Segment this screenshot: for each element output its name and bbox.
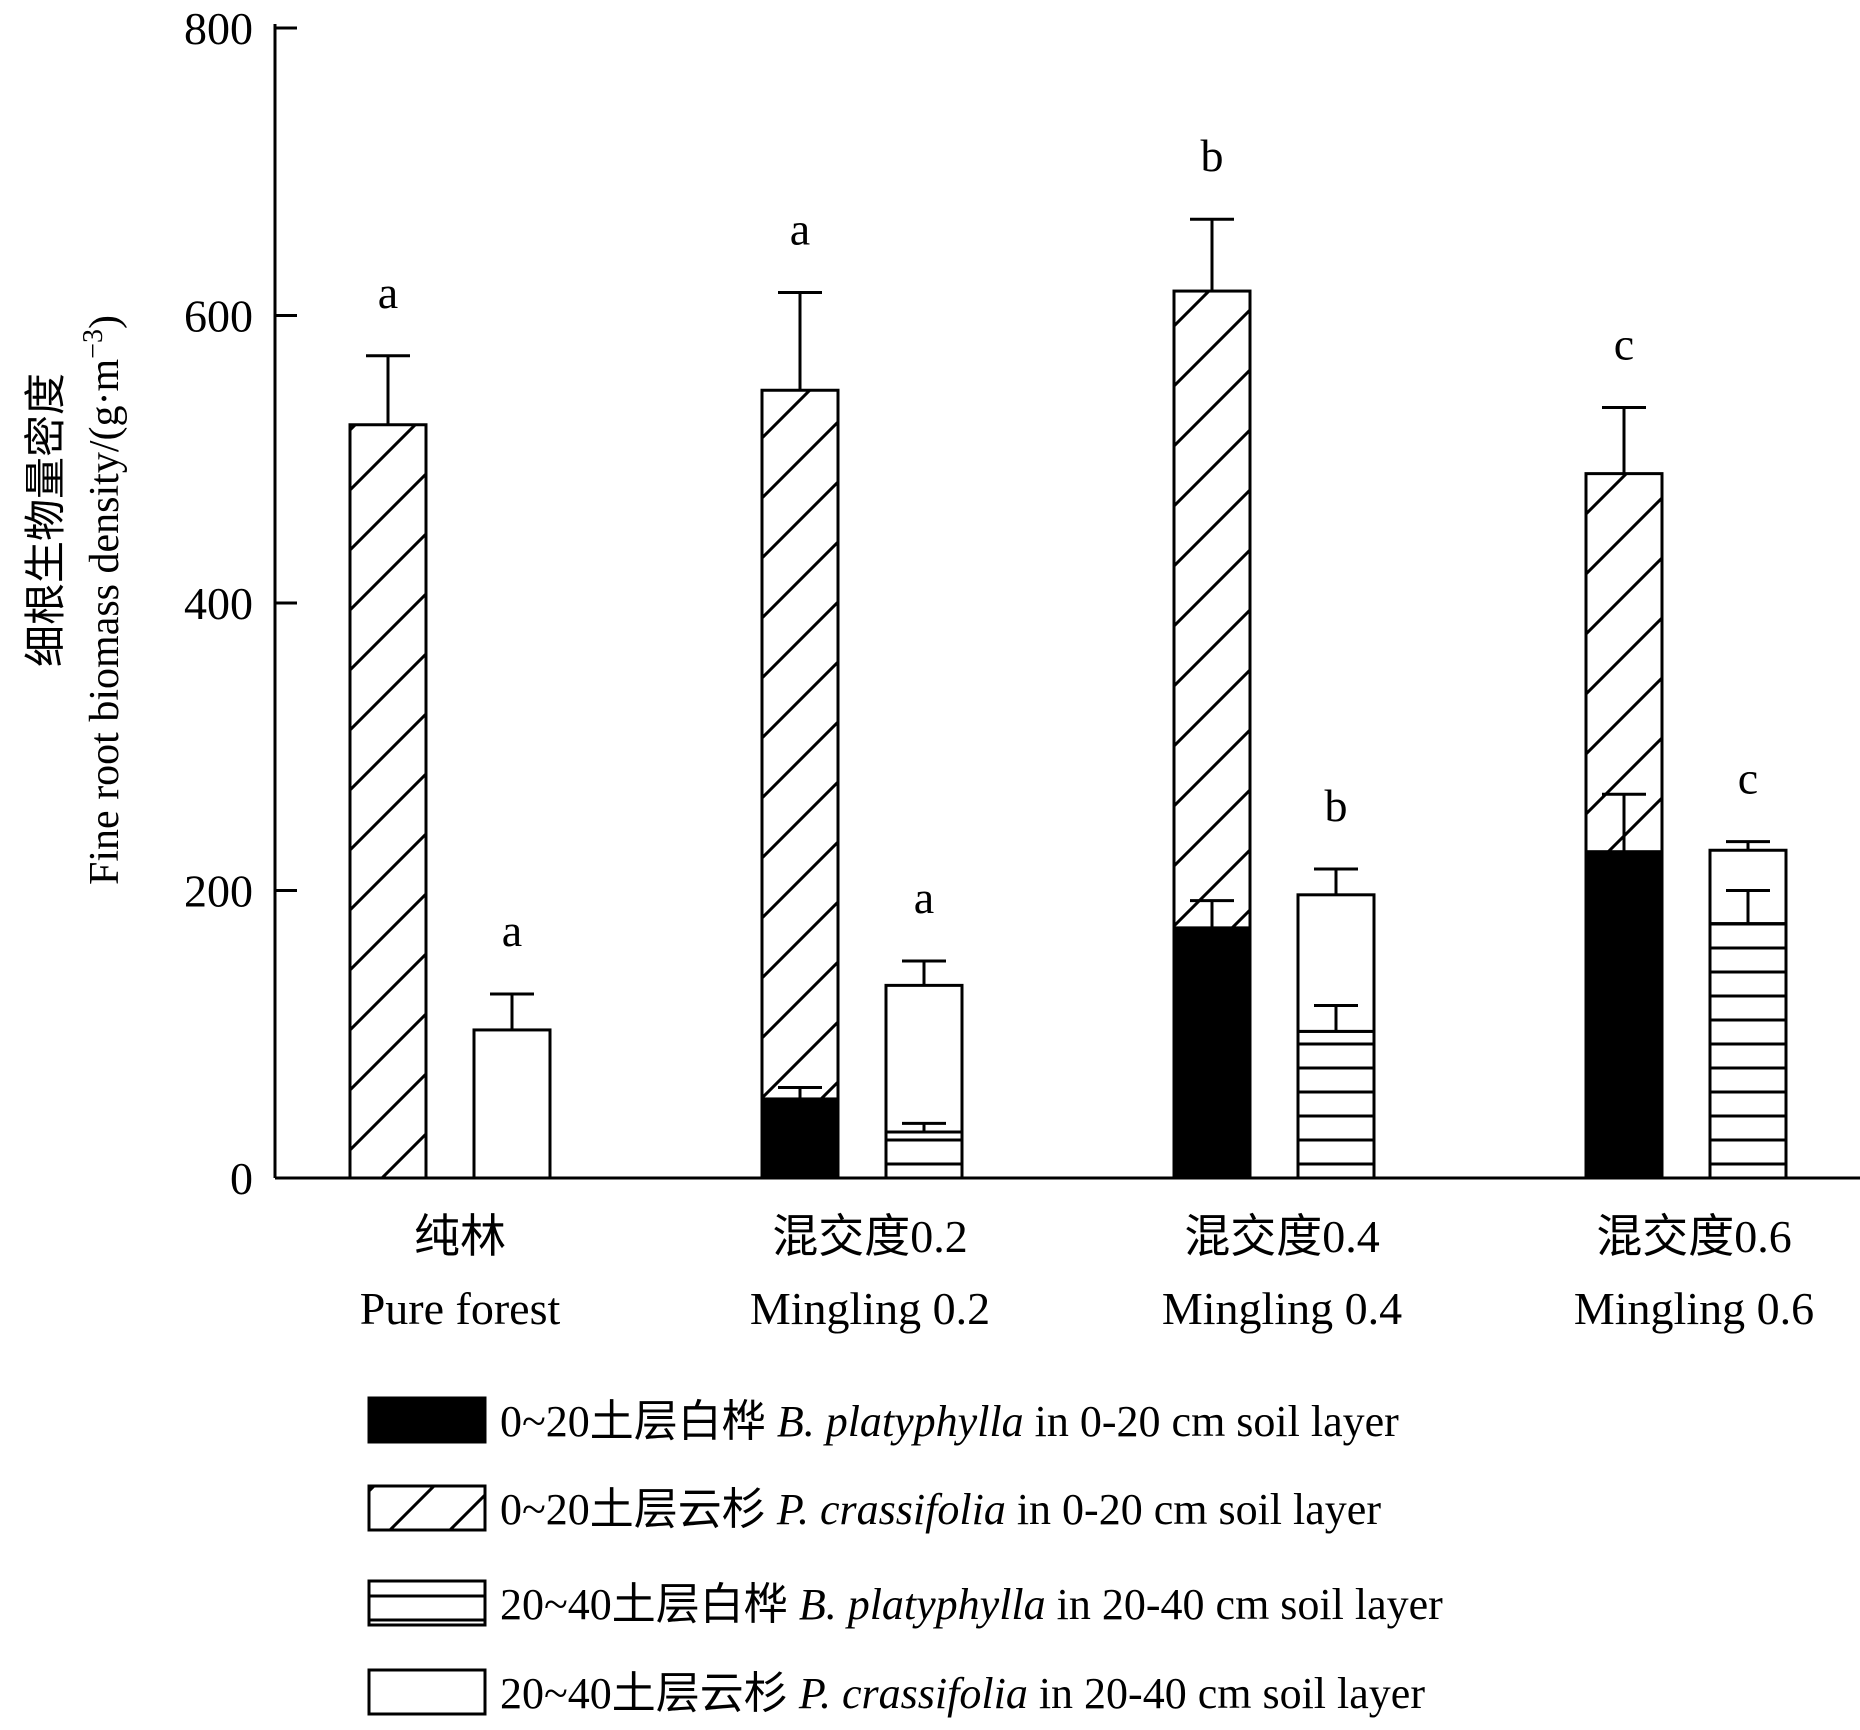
bar-segment	[1172, 926, 1252, 1180]
significance-letter: a	[790, 204, 810, 255]
significance-letter: a	[502, 905, 522, 956]
category-label-zh: 纯林	[414, 1211, 506, 1262]
bars: a a b c a a b c	[348, 130, 1788, 1180]
significance-letter: b	[1201, 130, 1224, 181]
category-label-en: Mingling 0.2	[750, 1283, 990, 1334]
category-labels: 纯林 Pure forest 混交度0.2 Mingling 0.2 混交度0.4 Min…	[360, 1211, 1814, 1334]
category-label-zh: 混交度0.4	[1184, 1211, 1380, 1262]
y-axis-label-zh: 细根生物量密度	[23, 373, 70, 667]
y-axis-label: 细根生物量密度	[23, 373, 70, 667]
legend-swatch	[367, 1579, 487, 1627]
y-tick-label: 0	[230, 1153, 253, 1204]
legend-label: 0~20土层云杉 P. crassifolia in 0-20 cm soil …	[500, 1485, 1381, 1534]
significance-letter: c	[1738, 753, 1758, 804]
bar-segment	[760, 388, 840, 1101]
category-label-zh: 混交度0.6	[1596, 1211, 1792, 1262]
bar-segment	[1172, 289, 1252, 930]
category-label-en: Mingling 0.4	[1162, 1283, 1402, 1334]
y-tick-label: 400	[184, 578, 253, 629]
bar-segment	[1708, 922, 1788, 1180]
significance-letter: a	[914, 872, 934, 923]
y-tick-label: 600	[184, 291, 253, 342]
bar-segment	[1296, 1029, 1376, 1180]
category-label-en: Pure forest	[360, 1283, 561, 1334]
legend-label: 20~40土层白桦 B. platyphylla in 20-40 cm soi…	[500, 1580, 1443, 1629]
y-tick-label: 800	[184, 3, 253, 54]
significance-letter: c	[1614, 319, 1634, 370]
bar-segment	[884, 983, 964, 1134]
y-tick-label: 200	[184, 866, 253, 917]
significance-letter: b	[1325, 780, 1348, 831]
legend-label: 0~20土层白桦 B. platyphylla in 0-20 cm soil …	[500, 1397, 1399, 1446]
bar-segment	[1584, 850, 1664, 1180]
bar-segment	[884, 1130, 964, 1180]
bar-segment	[348, 423, 428, 1180]
legend: 0~20土层白桦 B. platyphylla in 0-20 cm soil …	[367, 1396, 1443, 1718]
bar-segment	[472, 1028, 552, 1180]
legend-label: 20~40土层云杉 P. crassifolia in 20-40 cm soi…	[500, 1669, 1425, 1718]
significance-letter: a	[378, 267, 398, 318]
bar-segment	[760, 1097, 840, 1180]
category-label-en: Mingling 0.6	[1574, 1283, 1814, 1334]
legend-swatch	[367, 1668, 487, 1716]
category-label-zh: 混交度0.2	[772, 1211, 968, 1262]
legend-swatch	[367, 1396, 487, 1444]
y-axis-label-en: Fine root biomass density/(g·m−3)	[78, 315, 128, 885]
y-axis-label-sup: −3	[78, 329, 109, 359]
legend-swatch	[367, 1484, 487, 1532]
